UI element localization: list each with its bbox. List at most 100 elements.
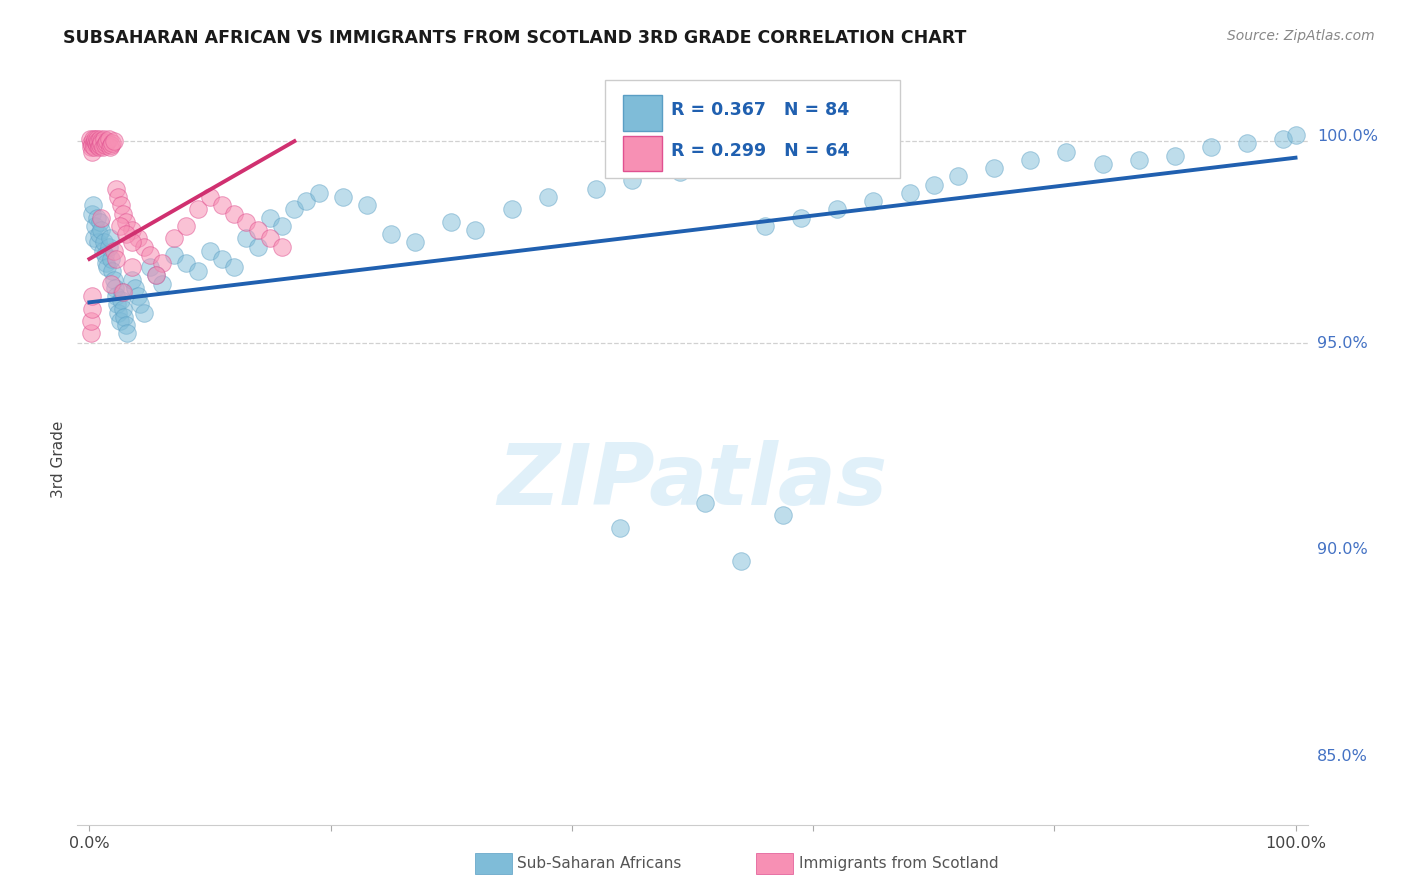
Point: [127, 231, 149, 245]
Point: [187, 202, 209, 217]
Point: [79, 326, 101, 341]
Point: [332, 190, 354, 204]
Point: [94, 248, 117, 262]
Point: [163, 248, 186, 262]
Y-axis label: 3rd Grade: 3rd Grade: [51, 421, 66, 498]
Point: [198, 190, 221, 204]
Point: [84, 136, 107, 151]
Point: [247, 223, 270, 237]
Point: [83, 134, 105, 148]
Point: [112, 206, 135, 220]
Point: [211, 252, 233, 266]
Point: [97, 239, 120, 253]
Point: [790, 211, 813, 225]
Point: [946, 169, 969, 184]
Point: [82, 289, 104, 303]
Point: [112, 310, 135, 324]
Point: [121, 223, 143, 237]
Point: [94, 138, 117, 153]
Point: [1091, 157, 1114, 171]
Text: R = 0.299   N = 64: R = 0.299 N = 64: [671, 142, 849, 160]
Point: [224, 260, 246, 275]
Point: [121, 235, 143, 250]
Point: [101, 264, 124, 278]
Point: [86, 211, 108, 225]
Point: [101, 136, 124, 151]
Point: [1272, 132, 1295, 146]
Point: [259, 231, 281, 245]
Point: [100, 138, 122, 153]
Text: R = 0.367   N = 84: R = 0.367 N = 84: [671, 101, 849, 119]
Point: [100, 277, 122, 291]
Point: [105, 297, 128, 311]
Point: [96, 256, 118, 270]
Point: [983, 161, 1005, 175]
Point: [115, 326, 138, 341]
Point: [772, 508, 794, 523]
Point: [90, 134, 112, 148]
Point: [132, 306, 155, 320]
Point: [1199, 140, 1222, 154]
Text: SUBSAHARAN AFRICAN VS IMMIGRANTS FROM SCOTLAND 3RD GRADE CORRELATION CHART: SUBSAHARAN AFRICAN VS IMMIGRANTS FROM SC…: [63, 29, 967, 46]
Point: [585, 182, 607, 196]
Point: [96, 260, 118, 275]
Point: [90, 136, 112, 151]
Point: [80, 206, 103, 220]
Point: [271, 239, 294, 253]
Point: [114, 215, 136, 229]
Point: [93, 235, 115, 250]
Point: [83, 136, 105, 151]
Point: [247, 239, 270, 253]
Point: [112, 285, 135, 299]
Point: [198, 244, 221, 258]
Point: [145, 268, 167, 283]
Point: [356, 198, 378, 212]
Point: [1019, 153, 1042, 167]
Point: [898, 186, 921, 200]
Text: Immigrants from Scotland: Immigrants from Scotland: [799, 856, 998, 871]
Point: [86, 132, 108, 146]
Point: [440, 215, 463, 229]
Point: [1128, 153, 1150, 167]
Point: [89, 132, 111, 146]
Point: [211, 198, 233, 212]
Point: [84, 132, 107, 146]
Point: [82, 198, 104, 212]
Point: [108, 219, 131, 233]
Point: [91, 140, 114, 154]
Point: [693, 496, 716, 510]
Point: [163, 231, 186, 245]
Point: [121, 260, 143, 275]
Point: [283, 202, 305, 217]
Point: [96, 136, 118, 151]
Point: [127, 289, 149, 303]
Point: [862, 194, 884, 208]
Point: [87, 140, 110, 154]
Point: [295, 194, 318, 208]
Point: [124, 281, 146, 295]
Point: [922, 178, 945, 192]
Point: [98, 231, 121, 245]
Point: [1236, 136, 1258, 151]
Point: [87, 136, 110, 151]
Point: [138, 260, 160, 275]
Point: [174, 256, 197, 270]
Point: [104, 281, 127, 295]
Point: [609, 520, 631, 534]
Point: [1164, 148, 1187, 162]
Point: [404, 235, 426, 250]
Point: [1284, 128, 1306, 142]
Point: [89, 138, 111, 153]
Point: [271, 219, 294, 233]
Point: [80, 314, 103, 328]
Point: [187, 264, 209, 278]
Point: [825, 202, 848, 217]
Point: [93, 132, 115, 146]
Point: [110, 293, 132, 308]
Point: [224, 206, 246, 220]
Point: [87, 227, 110, 242]
Point: [97, 132, 120, 146]
Point: [96, 134, 118, 148]
Point: [89, 215, 111, 229]
Point: [103, 244, 125, 258]
